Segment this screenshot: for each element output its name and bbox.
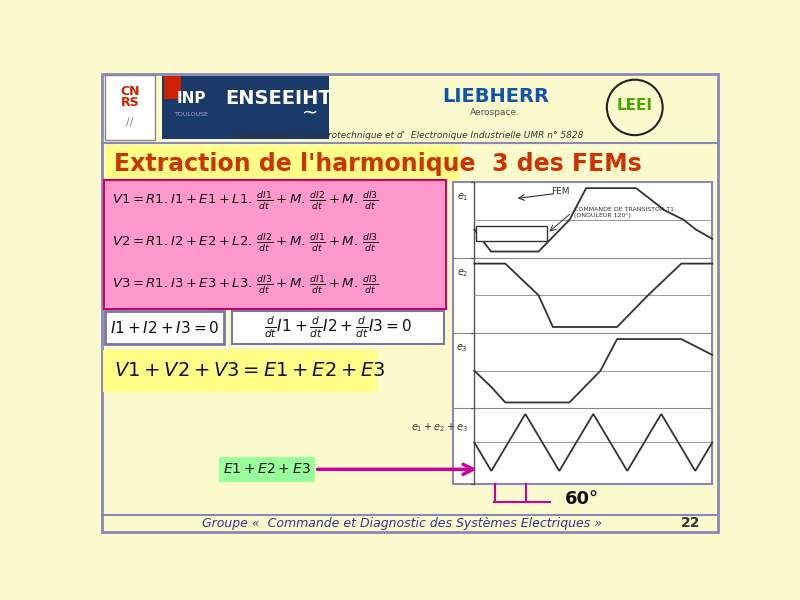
- Text: $e_3$: $e_3$: [456, 342, 468, 354]
- Text: $V1+V2+V3 = E1+E2+E3$: $V1+V2+V3 = E1+E2+E3$: [114, 361, 386, 380]
- Text: $V2 = R1.I2 + E2 + L2.\,\frac{dI2}{dt} + M.\,\frac{dI1}{dt} + M.\,\frac{dI3}{dt}: $V2 = R1.I2 + E2 + L2.\,\frac{dI2}{dt} +…: [112, 232, 378, 254]
- Text: $e_1+e_2+e_3$: $e_1+e_2+e_3$: [411, 421, 468, 434]
- Text: Groupe «  Commande et Diagnostic des Systèmes Electriques »: Groupe « Commande et Diagnostic des Syst…: [202, 517, 602, 530]
- Text: $I1+I2+I3=0$: $I1+I2+I3=0$: [110, 320, 219, 335]
- Text: Aerospace.: Aerospace.: [470, 107, 520, 116]
- Text: //: //: [126, 117, 134, 127]
- FancyBboxPatch shape: [162, 76, 329, 139]
- Text: 22: 22: [681, 516, 700, 530]
- Text: TOULOUSE: TOULOUSE: [174, 112, 208, 117]
- Text: CN: CN: [121, 85, 140, 98]
- FancyBboxPatch shape: [102, 74, 718, 532]
- FancyBboxPatch shape: [218, 457, 314, 482]
- Text: $V3 = R1.I3 + E3 + L3.\,\frac{dI3}{dt} + M.\,\frac{dI1}{dt} + M.\,\frac{dI3}{dt}: $V3 = R1.I3 + E3 + L3.\,\frac{dI3}{dt} +…: [112, 274, 378, 296]
- Text: LEEI: LEEI: [617, 98, 653, 113]
- Text: 60°: 60°: [565, 490, 599, 508]
- FancyBboxPatch shape: [453, 182, 712, 484]
- Text: COMMANDE DE TRANSISTOR T1
(ONDULEUR 120°): COMMANDE DE TRANSISTOR T1 (ONDULEUR 120°…: [574, 207, 674, 218]
- Text: FEM: FEM: [550, 187, 570, 196]
- Text: INP: INP: [177, 91, 206, 106]
- Text: Laboratoire d'  Electrotechnique et d'  Electronique Industrielle UMR n° 5828: Laboratoire d' Electrotechnique et d' El…: [237, 131, 583, 140]
- Text: $e_1$: $e_1$: [457, 191, 468, 203]
- Text: $E1+E2+E3$: $E1+E2+E3$: [222, 463, 310, 476]
- Text: $e_2$: $e_2$: [457, 267, 468, 278]
- FancyBboxPatch shape: [104, 180, 446, 309]
- Text: RS: RS: [121, 96, 139, 109]
- FancyBboxPatch shape: [476, 226, 547, 241]
- FancyBboxPatch shape: [105, 311, 224, 344]
- FancyBboxPatch shape: [232, 311, 444, 344]
- Text: LIEBHERR: LIEBHERR: [442, 87, 549, 106]
- Text: $\frac{d}{dt}I1+\frac{d}{dt}I2+\frac{d}{dt}I3=0$: $\frac{d}{dt}I1+\frac{d}{dt}I2+\frac{d}{…: [264, 315, 412, 340]
- Text: Extraction de l'harmonique  3 des FEMs: Extraction de l'harmonique 3 des FEMs: [114, 152, 642, 176]
- Text: ENSEEIHT: ENSEEIHT: [225, 89, 332, 109]
- Text: $V1 = R1.I1 + E1 + L1.\,\frac{dI1}{dt} + M.\,\frac{dI2}{dt} + M.\,\frac{dI3}{dt}: $V1 = R1.I1 + E1 + L1.\,\frac{dI1}{dt} +…: [112, 190, 378, 212]
- FancyBboxPatch shape: [106, 75, 155, 140]
- Text: $\sim$: $\sim$: [298, 101, 318, 120]
- FancyBboxPatch shape: [105, 145, 460, 181]
- FancyBboxPatch shape: [103, 350, 377, 392]
- FancyBboxPatch shape: [163, 76, 181, 99]
